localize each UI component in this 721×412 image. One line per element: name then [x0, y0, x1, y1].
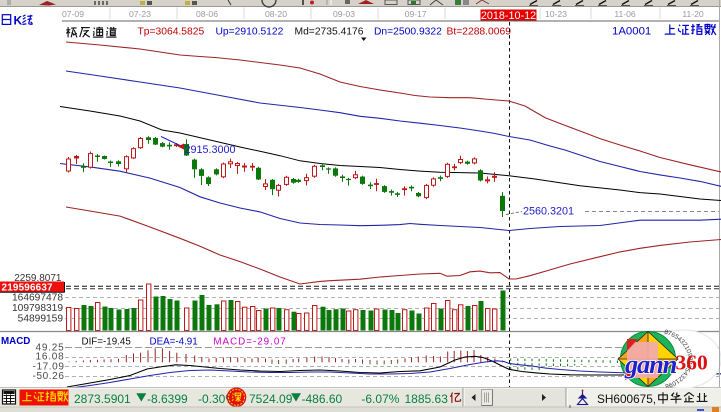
svg-text:2259.8071: 2259.8071 [14, 273, 62, 284]
svg-text:09-03: 09-03 [333, 9, 355, 19]
svg-text:11-20: 11-20 [682, 9, 704, 19]
svg-text:1885.63: 1885.63 [405, 392, 449, 406]
svg-text:219596637: 219596637 [2, 283, 54, 294]
svg-text:-50.26: -50.26 [33, 371, 65, 382]
svg-text:-8.6399: -8.6399 [147, 392, 188, 406]
svg-text:10-23: 10-23 [545, 9, 567, 19]
svg-text:1A0001: 1A0001 [612, 26, 651, 38]
svg-text:2018-10-12: 2018-10-12 [481, 10, 536, 22]
svg-text:16.08: 16.08 [35, 352, 64, 363]
svg-text:DIF=-19.45: DIF=-19.45 [82, 337, 132, 348]
svg-text:Bt=2288.0069: Bt=2288.0069 [447, 27, 512, 38]
svg-text:Md=2735.4176: Md=2735.4176 [295, 27, 364, 38]
svg-text:-0.30%: -0.30% [198, 392, 236, 406]
svg-text:08-06: 08-06 [196, 9, 218, 19]
svg-text:2873.5901: 2873.5901 [74, 392, 131, 406]
svg-text:07-09: 07-09 [62, 9, 84, 19]
svg-text:54899159: 54899159 [18, 314, 64, 325]
svg-text:MACD: MACD [1, 336, 30, 347]
svg-text:-17.09: -17.09 [33, 361, 65, 372]
svg-text:2915.3000: 2915.3000 [185, 144, 236, 156]
svg-text:164697478: 164697478 [12, 293, 63, 304]
svg-text:K: K [14, 14, 23, 28]
svg-text:07-23: 07-23 [129, 9, 151, 19]
svg-text:Up=2910.5122: Up=2910.5122 [216, 27, 284, 38]
svg-text:-6.07%: -6.07% [361, 392, 399, 406]
svg-text:DEA=-4.91: DEA=-4.91 [150, 337, 198, 348]
svg-text:7524.09: 7524.09 [249, 392, 293, 406]
svg-text:Tp=3064.5825: Tp=3064.5825 [138, 27, 205, 38]
svg-text:SH600675,: SH600675, [597, 392, 656, 406]
svg-text:2560.3201: 2560.3201 [523, 205, 574, 217]
svg-text:360: 360 [676, 351, 708, 375]
svg-text:Dn=2500.9322: Dn=2500.9322 [374, 27, 442, 38]
svg-text:MACD=-29.07: MACD=-29.07 [213, 337, 286, 348]
svg-text:109798319: 109798319 [12, 303, 63, 314]
svg-text:gann: gann [624, 349, 677, 379]
svg-text:49.25: 49.25 [35, 343, 64, 354]
svg-text:-486.60: -486.60 [302, 392, 343, 406]
svg-text:09-17: 09-17 [405, 9, 427, 19]
svg-text:08-20: 08-20 [265, 9, 287, 19]
svg-text:11-06: 11-06 [614, 9, 636, 19]
